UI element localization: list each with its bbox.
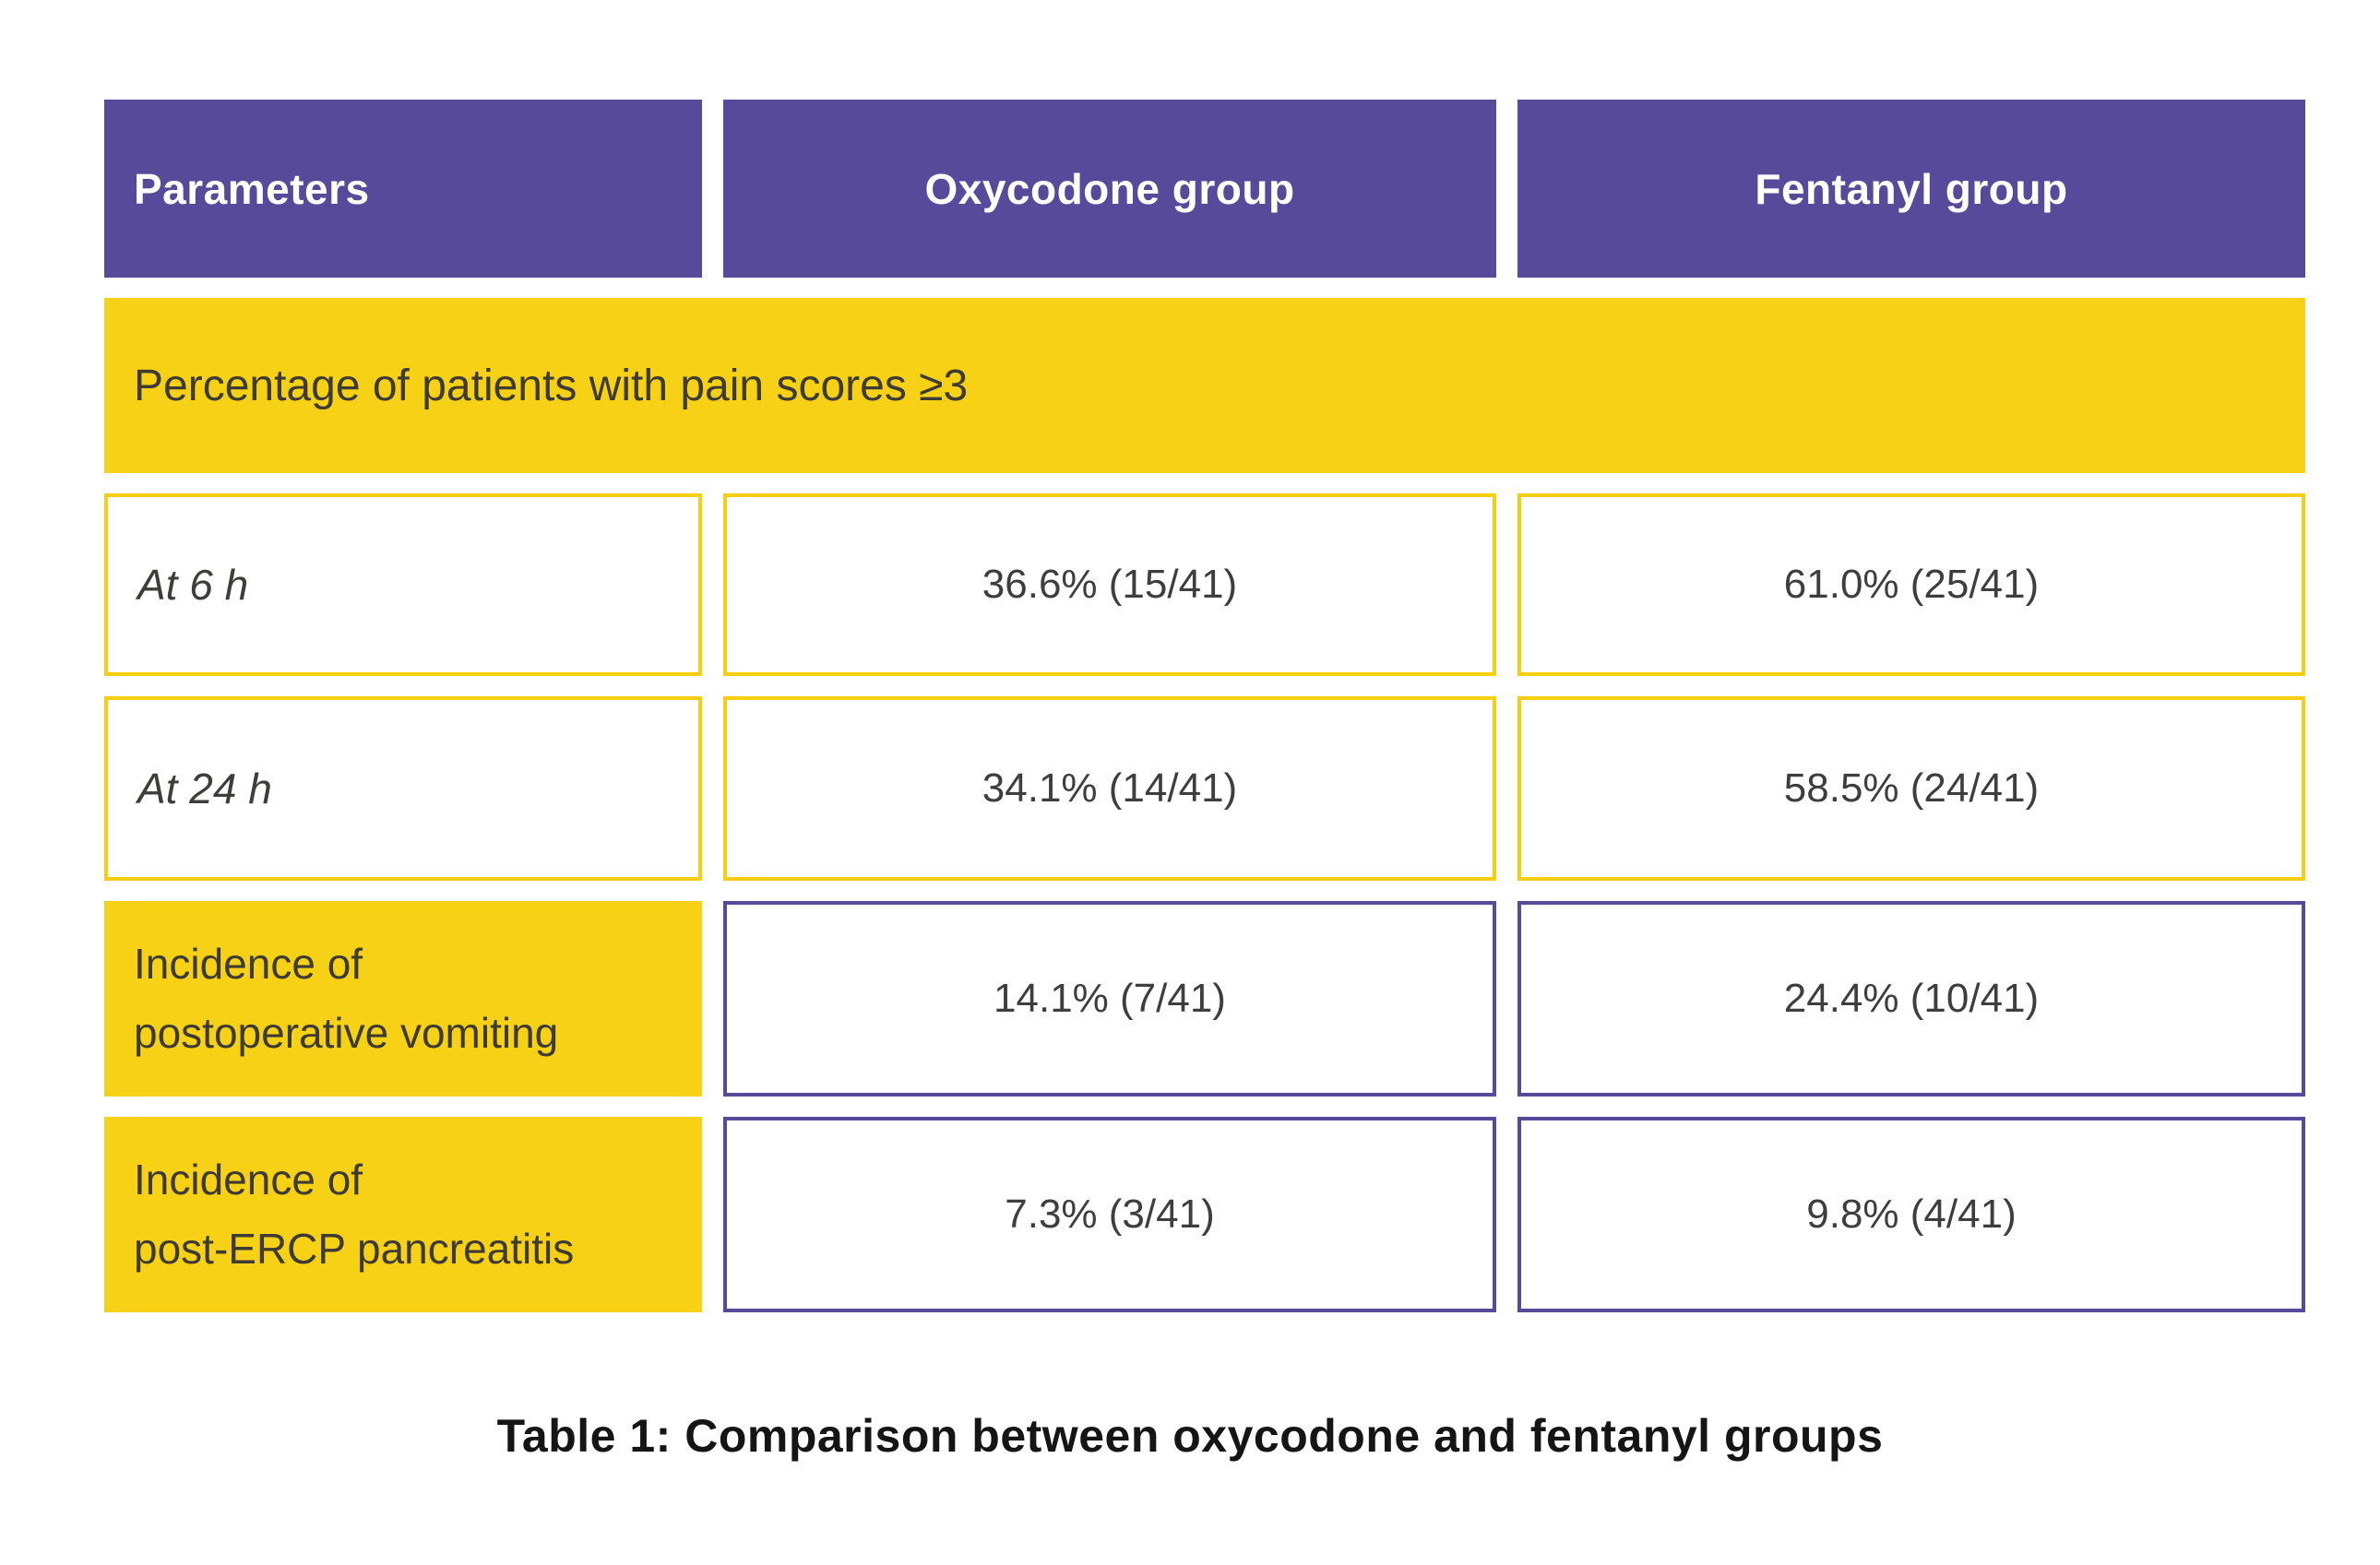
- row-label-post-ercp-pancreatitis: Incidence of post-ERCP pancreatitis: [104, 1117, 702, 1312]
- value-vomiting-oxycodone-text: 14.1% (7/41): [994, 976, 1226, 1021]
- value-at-24h-fentanyl: 58.5% (24/41): [1517, 696, 2305, 881]
- label-line-1: Incidence of: [134, 940, 363, 989]
- column-header-fentanyl-label: Fentanyl group: [1755, 164, 2068, 213]
- column-header-parameters-label: Parameters: [134, 164, 370, 213]
- value-vomiting-fentanyl: 24.4% (10/41): [1517, 901, 2305, 1097]
- comparison-table: Parameters Oxycodone group Fentanyl grou…: [104, 100, 2305, 1312]
- section-header-pain-scores-label: Percentage of patients with pain scores …: [134, 361, 969, 410]
- column-header-parameters: Parameters: [104, 100, 702, 278]
- value-at-24h-oxycodone: 34.1% (14/41): [723, 696, 1496, 881]
- row-label-at-6h-text: At 6 h: [137, 561, 249, 609]
- table-caption: Table 1: Comparison between oxycodone an…: [496, 1410, 1884, 1462]
- column-header-fentanyl: Fentanyl group: [1517, 100, 2305, 278]
- value-at-6h-oxycodone-text: 36.6% (15/41): [982, 562, 1238, 607]
- row-label-postoperative-vomiting: Incidence of postoperative vomiting: [104, 901, 702, 1097]
- label-line-2: postoperative vomiting: [134, 1009, 559, 1057]
- value-pancreatitis-fentanyl: 9.8% (4/41): [1517, 1117, 2305, 1312]
- row-label-at-24h-text: At 24 h: [137, 765, 272, 812]
- row-label-postoperative-vomiting-text: Incidence of postoperative vomiting: [134, 930, 558, 1067]
- row-label-at-24h: At 24 h: [104, 696, 702, 881]
- value-at-24h-oxycodone-text: 34.1% (14/41): [982, 765, 1238, 811]
- label-line-2: post-ERCP pancreatitis: [134, 1225, 575, 1273]
- value-at-6h-fentanyl: 61.0% (25/41): [1517, 493, 2305, 676]
- column-header-oxycodone: Oxycodone group: [723, 100, 1496, 278]
- row-label-at-6h: At 6 h: [104, 493, 702, 676]
- row-label-post-ercp-pancreatitis-text: Incidence of post-ERCP pancreatitis: [134, 1145, 574, 1283]
- value-at-24h-fentanyl-text: 58.5% (24/41): [1783, 765, 2040, 811]
- value-pancreatitis-oxycodone-text: 7.3% (3/41): [1005, 1192, 1215, 1237]
- value-pancreatitis-oxycodone: 7.3% (3/41): [723, 1117, 1496, 1312]
- column-header-oxycodone-label: Oxycodone group: [924, 164, 1295, 213]
- section-header-pain-scores: Percentage of patients with pain scores …: [104, 298, 2305, 473]
- value-vomiting-fentanyl-text: 24.4% (10/41): [1783, 976, 2040, 1021]
- value-pancreatitis-fentanyl-text: 9.8% (4/41): [1806, 1192, 2017, 1237]
- label-line-1: Incidence of: [134, 1156, 363, 1204]
- value-at-6h-fentanyl-text: 61.0% (25/41): [1783, 562, 2040, 607]
- value-vomiting-oxycodone: 14.1% (7/41): [723, 901, 1496, 1097]
- value-at-6h-oxycodone: 36.6% (15/41): [723, 493, 1496, 676]
